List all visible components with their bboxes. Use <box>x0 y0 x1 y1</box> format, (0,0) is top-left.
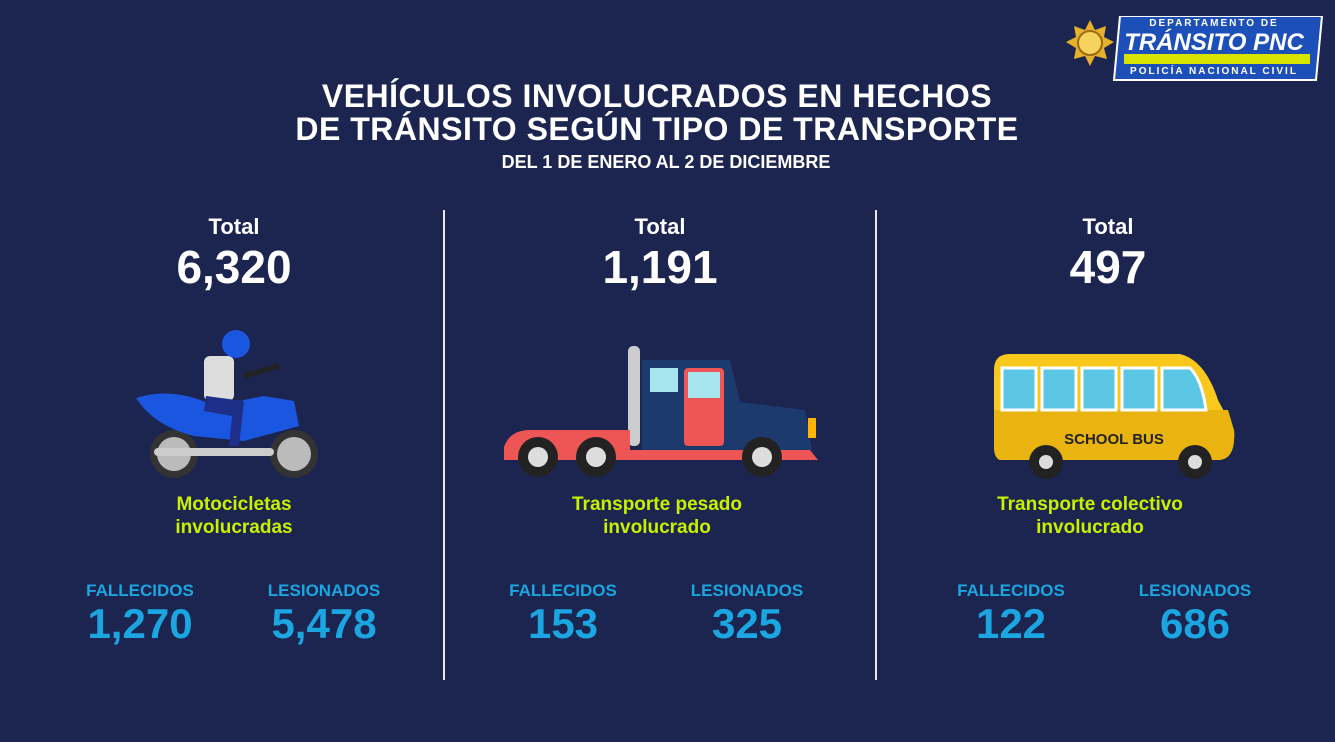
logo-line3: POLICÍA NACIONAL CIVIL <box>1130 64 1298 77</box>
subtitle: DEL 1 DE ENERO AL 2 DE DICIEMBRE <box>501 152 831 172</box>
caption: Motocicletas <box>176 494 292 515</box>
logo-line1: DEPARTAMENTO DE <box>1149 18 1278 29</box>
title-line: DE TRÁNSITO SEGÚN TIPO DE TRANSPORTE <box>295 111 1019 147</box>
caption: Transporte colectivo <box>997 494 1183 515</box>
caption: involucrado <box>1036 517 1144 538</box>
caption: involucradas <box>175 517 293 538</box>
stat-value: 153 <box>527 600 599 647</box>
bus-illustration: SCHOOL BUS <box>994 354 1235 479</box>
total-value: 1,191 <box>602 241 718 293</box>
total-value: 497 <box>1069 241 1147 293</box>
logo-line2: TRÁNSITO PNC <box>1124 28 1304 56</box>
stat-value: 325 <box>711 600 783 647</box>
truck-illustration <box>504 346 818 477</box>
total-label: Total <box>634 214 686 239</box>
stat-value: 686 <box>1159 600 1231 647</box>
stat-value: 122 <box>975 600 1047 647</box>
bus-sign: SCHOOL BUS <box>1064 431 1164 448</box>
caption: involucrado <box>603 517 711 538</box>
stat-label: FALLECIDOS <box>86 581 194 600</box>
divider <box>443 210 445 680</box>
title-line: VEHÍCULOS INVOLUCRADOS EN HECHOS <box>321 78 993 114</box>
stat-label: FALLECIDOS <box>509 581 617 600</box>
stat-label: LESIONADOS <box>267 581 381 600</box>
stat-label: FALLECIDOS <box>957 581 1065 600</box>
stat-value: 1,270 <box>87 600 193 647</box>
total-label: Total <box>208 214 260 239</box>
motorcycle-illustration <box>136 330 318 478</box>
stat-label: LESIONADOS <box>690 581 804 600</box>
caption: Transporte pesado <box>572 494 742 515</box>
total-label: Total <box>1082 214 1134 239</box>
stat-value: 5,478 <box>271 600 377 647</box>
logo: DEPARTAMENTO DE TRÁNSITO PNC POLICÍA NAC… <box>1066 16 1324 81</box>
total-value: 6,320 <box>176 241 292 293</box>
stat-label: LESIONADOS <box>1138 581 1252 600</box>
divider <box>875 210 877 680</box>
